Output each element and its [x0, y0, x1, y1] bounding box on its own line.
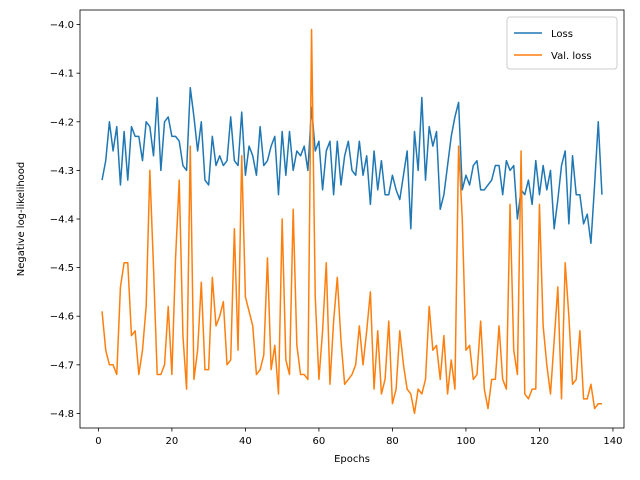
series-line-loss	[101, 87, 603, 245]
y-tick-label: −4.0	[50, 20, 74, 31]
series-layer	[101, 28, 603, 415]
legend-label-loss: Loss	[551, 29, 573, 40]
x-tick-label: 40	[239, 436, 252, 447]
plot-frame	[79, 9, 625, 429]
y-tick-label: −4.5	[50, 263, 74, 274]
y-tick-label: −4.4	[50, 215, 74, 226]
x-tick-label: 60	[313, 436, 326, 447]
y-tick-label: −4.2	[50, 117, 74, 128]
y-tick-label: −4.3	[50, 166, 74, 177]
legend: Loss Val. loss	[506, 16, 618, 70]
x-tick-label: 120	[530, 436, 549, 447]
axis-layer: 0 20 40 60 80 100 120 140 −4.8 −4.7 −4.6 −4.5 −4.4 −4…	[50, 20, 623, 447]
y-axis-label: Negative log-likelihood	[16, 162, 27, 277]
x-tick-label: 100	[456, 436, 475, 447]
x-tick-label: 80	[386, 436, 399, 447]
x-tick-label: 0	[95, 436, 101, 447]
series-line-val-loss	[101, 28, 602, 415]
x-tick-label: 140	[603, 436, 622, 447]
x-tick-label: 20	[166, 436, 179, 447]
plot-background	[80, 10, 624, 428]
y-tick-label: −4.7	[50, 360, 74, 371]
y-tick-label: −4.1	[50, 69, 74, 80]
y-tick-label: −4.8	[50, 409, 74, 420]
legend-box	[506, 16, 618, 70]
x-axis-label: Epochs	[334, 454, 370, 465]
legend-label-val-loss: Val. loss	[551, 51, 592, 62]
y-tick-label: −4.6	[50, 312, 74, 323]
